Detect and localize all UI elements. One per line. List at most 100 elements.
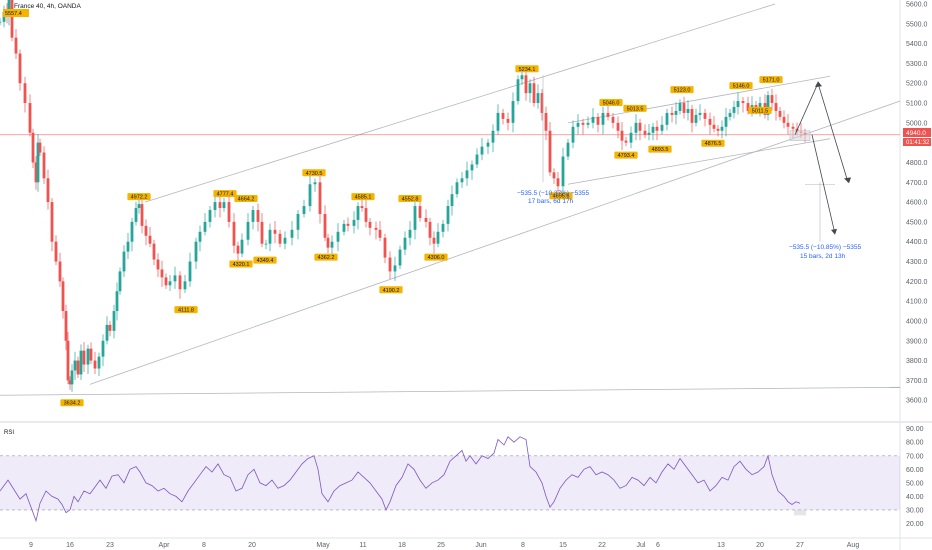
candle-body: [164, 277, 168, 286]
candle-body: [436, 231, 440, 244]
price-tick-label: 3700.0: [906, 378, 928, 385]
candle-body: [227, 202, 231, 222]
candle-body: [694, 114, 698, 123]
current-price-tag: [903, 128, 931, 137]
candle-body: [528, 83, 532, 94]
symbol-title: France 40, 4h, OANDA: [14, 3, 81, 10]
candle-body: [178, 275, 182, 290]
trendline-group: [0, 3, 901, 396]
rsi-tick-label: 90.00: [906, 426, 924, 433]
time-tick-label: 23: [106, 542, 114, 549]
peak-label: 4585.1: [355, 195, 372, 201]
candle-body: [782, 116, 786, 123]
candle-body: [581, 122, 585, 125]
candle-body: [638, 122, 642, 131]
candle-body: [516, 79, 520, 102]
time-tick-label: 8: [521, 542, 525, 549]
candle-body: [413, 206, 417, 230]
candle-body: [403, 237, 407, 250]
rsi-band: [0, 455, 900, 510]
peak-label-bg: [729, 82, 753, 90]
candle-body: [268, 229, 272, 244]
candle-body: [532, 83, 536, 104]
candle-body: [38, 142, 42, 153]
candle-body: [318, 182, 322, 214]
candle-body: [34, 162, 38, 183]
candle-body: [283, 237, 287, 244]
time-tick-label: 11: [359, 542, 366, 549]
candle-body: [61, 281, 65, 312]
candle-body: [97, 356, 101, 369]
candle-body: [168, 281, 172, 286]
candle-body: [475, 154, 479, 165]
peak-label-bg: [623, 104, 647, 112]
trendline: [0, 386, 901, 396]
peak-label-bg: [759, 76, 783, 84]
price-tick-label: 5500.0: [906, 21, 928, 28]
candle-body: [308, 184, 312, 207]
candle-body: [7, 0, 11, 16]
candle-body: [540, 93, 544, 113]
candle-body: [264, 243, 268, 245]
candle-body: [208, 210, 212, 222]
candle-body: [68, 380, 72, 385]
time-tick-label: Apr: [159, 542, 171, 549]
candle-body: [728, 112, 732, 117]
price-tick-label: 4000.0: [906, 318, 928, 325]
ohlc-badge-bg: [3, 9, 29, 17]
price-tick-label: 5000.0: [906, 120, 928, 127]
candle-body: [46, 178, 50, 203]
candle-body: [130, 221, 134, 242]
peak-label-bg: [398, 195, 422, 203]
candle-body: [126, 241, 130, 252]
candle-body: [232, 221, 236, 246]
candle-body: [118, 271, 122, 292]
trough-label-bg: [648, 145, 672, 153]
peak-label-group: 4972.2 4777.4 4664.2 4730.5 4585.1 4552.8 5234…: [60, 65, 783, 407]
measure-box: [789, 130, 811, 141]
peak-label: 5171.0: [763, 78, 780, 84]
candle-body: [596, 116, 600, 125]
projection-path-down: [811, 134, 836, 234]
candle-body: [424, 217, 428, 222]
trough-label-bg: [174, 306, 198, 314]
candle-body: [690, 108, 694, 123]
trough-label-bg: [60, 399, 84, 407]
candle-body: [703, 112, 707, 119]
candle-body: [342, 223, 346, 232]
trough-label-bg: [424, 253, 448, 261]
candle-body: [260, 221, 264, 244]
rsi-tick-label: 70.00: [906, 453, 924, 460]
trough-label: 4320.1: [233, 262, 250, 268]
candle-body: [428, 221, 432, 238]
candle-body: [203, 221, 207, 232]
candle-body: [42, 152, 46, 179]
candle-body: [73, 360, 77, 371]
projection-arrowhead-up: [815, 81, 822, 88]
candle-body: [418, 206, 422, 218]
peak-label: 4664.2: [238, 197, 255, 203]
price-tick-label: 4200.0: [906, 279, 928, 286]
candle-body: [544, 112, 548, 131]
candle-body: [23, 83, 27, 104]
candle-body: [108, 324, 112, 331]
time-tick-label: 22: [598, 542, 606, 549]
candle-body: [144, 225, 148, 236]
countdown-text: 01:41:32: [906, 140, 930, 146]
price-tick-label: 4800.0: [906, 160, 928, 167]
time-tick-label: 20: [756, 542, 764, 549]
rsi-marker-box: [794, 509, 806, 516]
rsi-line-group: [0, 436, 801, 523]
time-tick-label: 6: [656, 542, 660, 549]
candle-body: [398, 249, 402, 266]
candle-body: [682, 103, 686, 113]
candle-body: [393, 265, 397, 272]
candle-body: [591, 116, 595, 123]
candle-body: [660, 124, 664, 131]
candle-body: [746, 103, 750, 111]
candle-body: [383, 237, 387, 258]
candle-body: [140, 204, 144, 226]
trendline: [567, 138, 831, 185]
candle-body: [326, 237, 330, 248]
candle-body: [336, 231, 340, 242]
